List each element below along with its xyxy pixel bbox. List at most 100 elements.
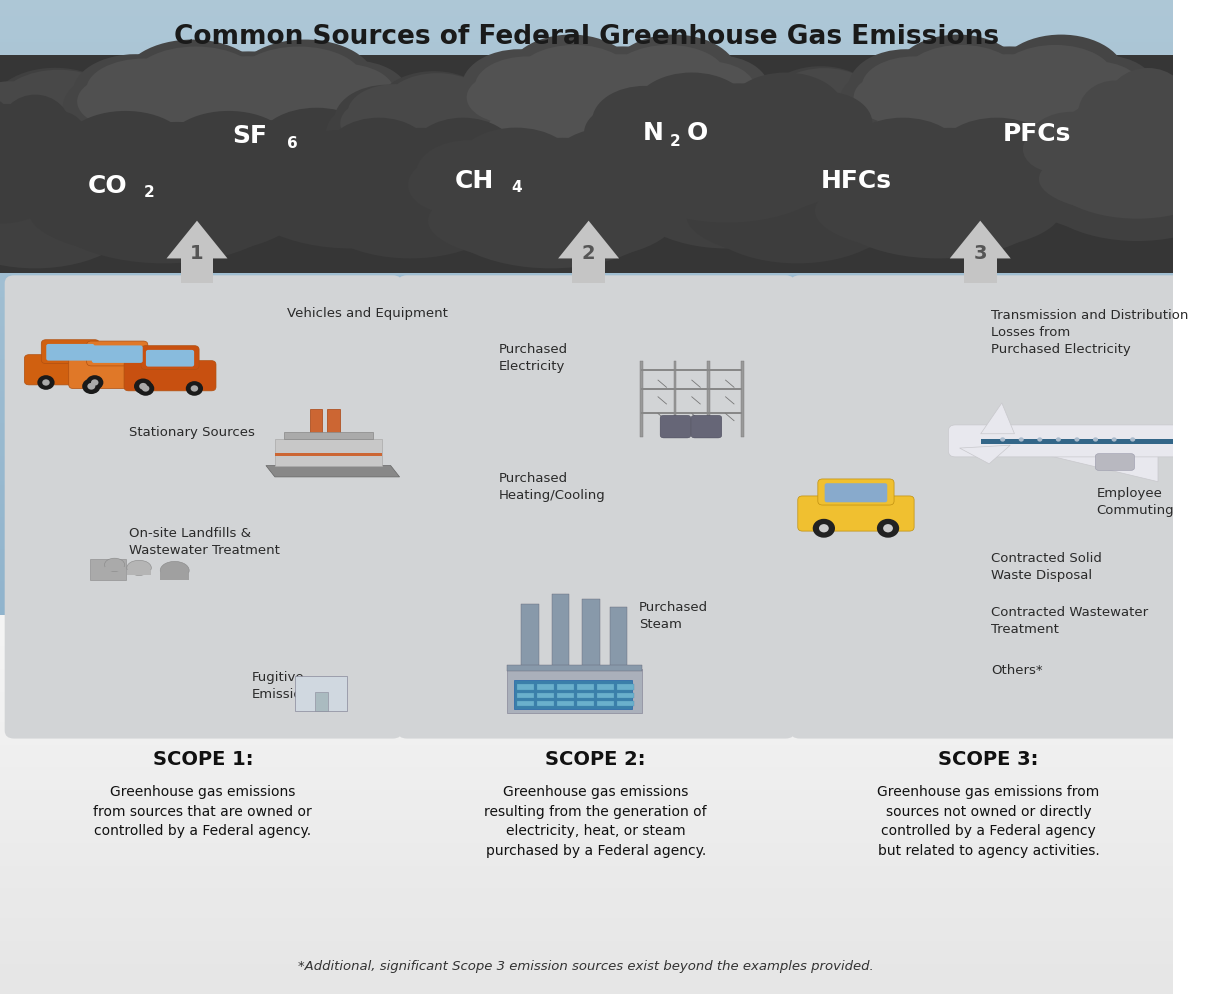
Ellipse shape <box>506 138 619 204</box>
Bar <box>0 157 1173 161</box>
Bar <box>0 283 1173 287</box>
FancyBboxPatch shape <box>124 361 216 391</box>
Bar <box>981 439 1200 443</box>
Bar <box>0 451 1173 455</box>
Bar <box>0 804 1173 813</box>
Bar <box>0 12 1173 16</box>
Ellipse shape <box>72 54 199 131</box>
Bar <box>284 431 373 439</box>
Ellipse shape <box>1173 68 1223 139</box>
Bar <box>0 827 1173 835</box>
Bar <box>160 574 190 580</box>
Bar <box>0 177 1173 181</box>
Bar <box>0 857 1173 866</box>
Circle shape <box>819 524 829 533</box>
Ellipse shape <box>682 83 795 153</box>
Bar <box>0 196 1173 201</box>
Bar <box>0 781 1173 790</box>
Bar <box>618 684 635 690</box>
Bar <box>0 917 1173 926</box>
Bar <box>0 25 1173 29</box>
Bar <box>641 388 742 390</box>
Ellipse shape <box>735 80 829 138</box>
Ellipse shape <box>424 83 537 153</box>
Bar <box>556 693 574 698</box>
Ellipse shape <box>49 80 161 139</box>
Ellipse shape <box>1079 81 1152 146</box>
Ellipse shape <box>481 60 739 199</box>
Bar <box>0 603 1173 607</box>
Bar <box>0 526 1173 530</box>
Circle shape <box>1112 437 1117 441</box>
Ellipse shape <box>94 65 375 204</box>
Bar <box>0 102 1173 106</box>
Circle shape <box>813 519 835 538</box>
Bar <box>674 361 676 437</box>
Bar <box>0 206 1173 210</box>
Bar <box>707 361 711 437</box>
Bar <box>0 978 1173 986</box>
Bar <box>741 361 744 437</box>
Ellipse shape <box>521 90 614 155</box>
Bar <box>0 213 1173 217</box>
Bar <box>275 453 382 456</box>
Bar <box>0 510 1173 514</box>
Ellipse shape <box>411 117 516 189</box>
FancyBboxPatch shape <box>46 344 94 361</box>
Circle shape <box>1093 437 1098 441</box>
Ellipse shape <box>0 82 61 156</box>
Bar <box>556 684 574 690</box>
Ellipse shape <box>839 68 937 135</box>
Bar <box>0 290 1173 294</box>
Ellipse shape <box>779 91 872 155</box>
Ellipse shape <box>583 103 673 164</box>
Ellipse shape <box>77 74 175 129</box>
Bar <box>0 144 1173 148</box>
Bar <box>641 412 742 414</box>
Bar <box>0 345 1173 349</box>
Bar <box>0 254 1173 258</box>
Bar <box>516 684 533 690</box>
Bar <box>0 413 1173 416</box>
Bar <box>0 368 1173 372</box>
Bar <box>0 432 1173 436</box>
Bar <box>0 737 1173 745</box>
Bar <box>0 638 1173 646</box>
Circle shape <box>87 383 95 390</box>
Bar <box>0 319 1173 323</box>
Text: SCOPE 3:: SCOPE 3: <box>938 750 1038 769</box>
Bar <box>516 701 533 707</box>
Bar <box>556 701 574 707</box>
Text: Others*: Others* <box>991 664 1042 678</box>
Bar <box>0 118 1173 122</box>
Bar <box>0 358 1173 362</box>
Bar <box>0 364 1173 369</box>
Bar <box>0 630 1173 639</box>
Circle shape <box>1130 437 1135 441</box>
Ellipse shape <box>634 73 751 149</box>
Ellipse shape <box>1137 101 1223 161</box>
Bar <box>0 523 1173 527</box>
Bar <box>0 895 1173 904</box>
Bar <box>597 693 614 698</box>
Ellipse shape <box>1048 62 1142 116</box>
Ellipse shape <box>346 127 592 218</box>
Ellipse shape <box>229 159 475 243</box>
Bar <box>0 422 1173 426</box>
Ellipse shape <box>0 125 229 220</box>
Ellipse shape <box>28 167 300 256</box>
Circle shape <box>82 379 100 394</box>
Ellipse shape <box>951 55 1065 114</box>
Ellipse shape <box>1009 133 1088 189</box>
Ellipse shape <box>115 122 238 193</box>
Ellipse shape <box>1091 89 1223 209</box>
Bar <box>0 329 1173 333</box>
Bar <box>0 86 1173 90</box>
Ellipse shape <box>235 129 468 248</box>
Ellipse shape <box>0 70 117 135</box>
Bar <box>0 38 1173 42</box>
Ellipse shape <box>1043 119 1223 219</box>
Bar <box>0 532 1173 537</box>
Bar <box>0 173 1173 178</box>
Ellipse shape <box>713 122 818 194</box>
